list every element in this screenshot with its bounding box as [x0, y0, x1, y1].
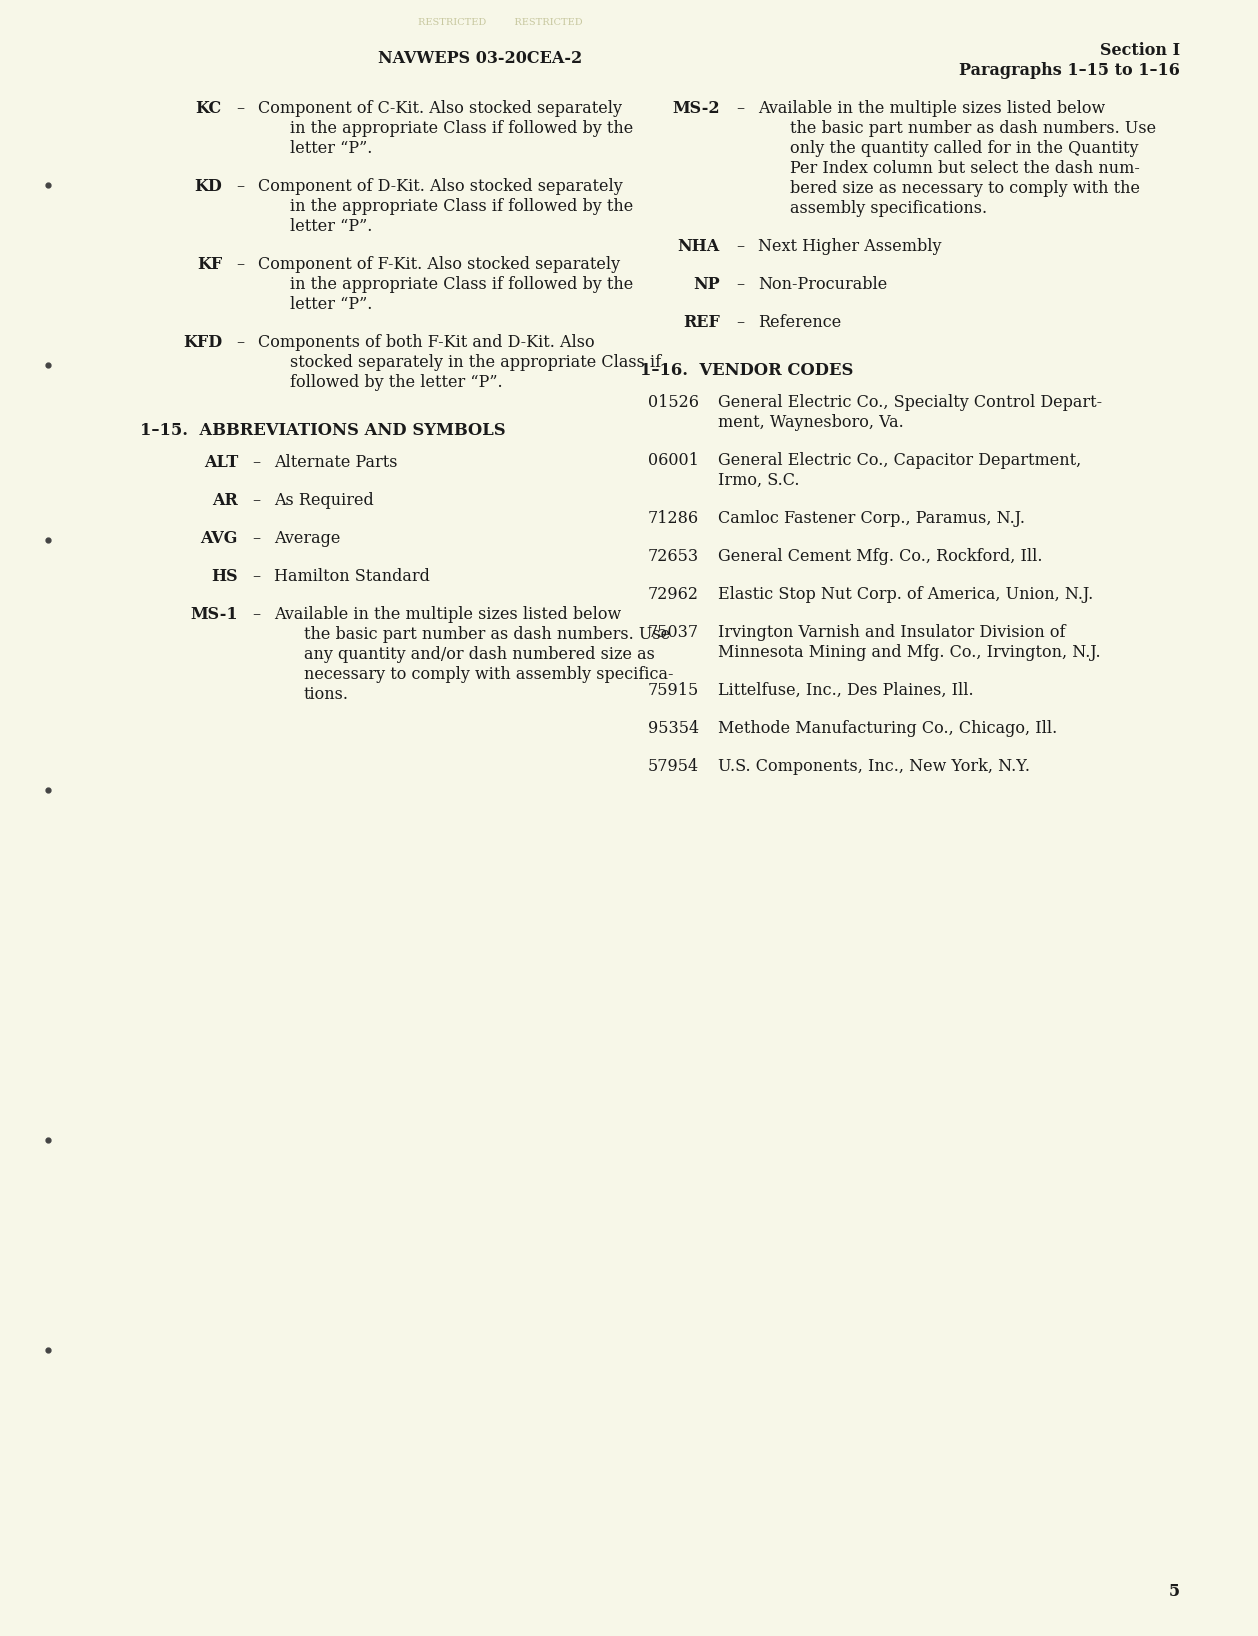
Text: 1–15.  ABBREVIATIONS AND SYMBOLS: 1–15. ABBREVIATIONS AND SYMBOLS [140, 422, 506, 438]
Text: followed by the letter “P”.: followed by the letter “P”. [291, 375, 503, 391]
Text: 57954: 57954 [648, 757, 699, 775]
Text: in the appropriate Class if followed by the: in the appropriate Class if followed by … [291, 276, 633, 293]
Text: Irmo, S.C.: Irmo, S.C. [718, 473, 800, 489]
Text: Minnesota Mining and Mfg. Co., Irvington, N.J.: Minnesota Mining and Mfg. Co., Irvington… [718, 645, 1101, 661]
Text: Component of F-Kit. Also stocked separately: Component of F-Kit. Also stocked separat… [258, 255, 620, 273]
Text: Component of C-Kit. Also stocked separately: Component of C-Kit. Also stocked separat… [258, 100, 621, 118]
Text: Irvington Varnish and Insulator Division of: Irvington Varnish and Insulator Division… [718, 623, 1066, 641]
Text: Available in the multiple sizes listed below: Available in the multiple sizes listed b… [274, 605, 621, 623]
Text: assembly specifications.: assembly specifications. [790, 200, 988, 218]
Text: 5: 5 [1169, 1584, 1180, 1600]
Text: letter “P”.: letter “P”. [291, 296, 372, 312]
Text: 95354: 95354 [648, 720, 699, 736]
Text: Components of both F-Kit and D-Kit. Also: Components of both F-Kit and D-Kit. Also [258, 334, 595, 352]
Text: 06001: 06001 [648, 452, 699, 470]
Text: Section I: Section I [1099, 43, 1180, 59]
Text: –: – [252, 605, 260, 623]
Text: Littelfuse, Inc., Des Plaines, Ill.: Littelfuse, Inc., Des Plaines, Ill. [718, 682, 974, 699]
Text: bered size as necessary to comply with the: bered size as necessary to comply with t… [790, 180, 1140, 196]
Text: General Electric Co., Capacitor Department,: General Electric Co., Capacitor Departme… [718, 452, 1081, 470]
Text: ment, Waynesboro, Va.: ment, Waynesboro, Va. [718, 414, 903, 430]
Text: –: – [252, 568, 260, 586]
Text: NAVWEPS 03-20CEA-2: NAVWEPS 03-20CEA-2 [377, 51, 582, 67]
Text: –: – [736, 100, 743, 118]
Text: –: – [736, 314, 743, 330]
Text: Hamilton Standard: Hamilton Standard [274, 568, 430, 586]
Text: –: – [252, 530, 260, 546]
Text: any quantity and/or dash numbered size as: any quantity and/or dash numbered size a… [304, 646, 655, 663]
Text: KFD: KFD [182, 334, 221, 352]
Text: ALT: ALT [204, 455, 238, 471]
Text: in the appropriate Class if followed by the: in the appropriate Class if followed by … [291, 198, 633, 214]
Text: AR: AR [213, 492, 238, 509]
Text: Alternate Parts: Alternate Parts [274, 455, 398, 471]
Text: Non-Procurable: Non-Procurable [759, 276, 887, 293]
Text: 1–16.  VENDOR CODES: 1–16. VENDOR CODES [640, 362, 853, 380]
Text: –: – [736, 276, 743, 293]
Text: As Required: As Required [274, 492, 374, 509]
Text: Paragraphs 1–15 to 1–16: Paragraphs 1–15 to 1–16 [959, 62, 1180, 79]
Text: letter “P”.: letter “P”. [291, 218, 372, 236]
Text: NP: NP [693, 276, 720, 293]
Text: HS: HS [211, 568, 238, 586]
Text: necessary to comply with assembly specifica-: necessary to comply with assembly specif… [304, 666, 673, 682]
Text: Reference: Reference [759, 314, 842, 330]
Text: –: – [736, 237, 743, 255]
Text: Elastic Stop Nut Corp. of America, Union, N.J.: Elastic Stop Nut Corp. of America, Union… [718, 586, 1093, 604]
Text: General Cement Mfg. Co., Rockford, Ill.: General Cement Mfg. Co., Rockford, Ill. [718, 548, 1043, 564]
Text: Next Higher Assembly: Next Higher Assembly [759, 237, 941, 255]
Text: Average: Average [274, 530, 341, 546]
Text: Per Index column but select the dash num-: Per Index column but select the dash num… [790, 160, 1140, 177]
Text: the basic part number as dash numbers. Use: the basic part number as dash numbers. U… [304, 627, 671, 643]
Text: 72962: 72962 [648, 586, 699, 604]
Text: –: – [252, 455, 260, 471]
Text: Component of D-Kit. Also stocked separately: Component of D-Kit. Also stocked separat… [258, 178, 623, 195]
Text: –: – [237, 255, 244, 273]
Text: MS-2: MS-2 [672, 100, 720, 118]
Text: Methode Manufacturing Co., Chicago, Ill.: Methode Manufacturing Co., Chicago, Ill. [718, 720, 1057, 736]
Text: 75037: 75037 [648, 623, 699, 641]
Text: the basic part number as dash numbers. Use: the basic part number as dash numbers. U… [790, 119, 1156, 137]
Text: General Electric Co., Specialty Control Depart-: General Electric Co., Specialty Control … [718, 394, 1102, 411]
Text: only the quantity called for in the Quantity: only the quantity called for in the Quan… [790, 141, 1138, 157]
Text: letter “P”.: letter “P”. [291, 141, 372, 157]
Text: KF: KF [196, 255, 221, 273]
Text: –: – [237, 178, 244, 195]
Text: KD: KD [194, 178, 221, 195]
Text: Camloc Fastener Corp., Paramus, N.J.: Camloc Fastener Corp., Paramus, N.J. [718, 510, 1025, 527]
Text: AVG: AVG [200, 530, 238, 546]
Text: tions.: tions. [304, 685, 348, 703]
Text: 75915: 75915 [648, 682, 699, 699]
Text: 71286: 71286 [648, 510, 699, 527]
Text: U.S. Components, Inc., New York, N.Y.: U.S. Components, Inc., New York, N.Y. [718, 757, 1030, 775]
Text: –: – [252, 492, 260, 509]
Text: MS-1: MS-1 [190, 605, 238, 623]
Text: in the appropriate Class if followed by the: in the appropriate Class if followed by … [291, 119, 633, 137]
Text: NHA: NHA [678, 237, 720, 255]
Text: stocked separately in the appropriate Class if: stocked separately in the appropriate Cl… [291, 353, 662, 371]
Text: –: – [237, 334, 244, 352]
Text: RESTRICTED         RESTRICTED: RESTRICTED RESTRICTED [418, 18, 582, 28]
Text: Available in the multiple sizes listed below: Available in the multiple sizes listed b… [759, 100, 1106, 118]
Text: 01526: 01526 [648, 394, 699, 411]
Text: KC: KC [196, 100, 221, 118]
Text: REF: REF [683, 314, 720, 330]
Text: –: – [237, 100, 244, 118]
Text: 72653: 72653 [648, 548, 699, 564]
